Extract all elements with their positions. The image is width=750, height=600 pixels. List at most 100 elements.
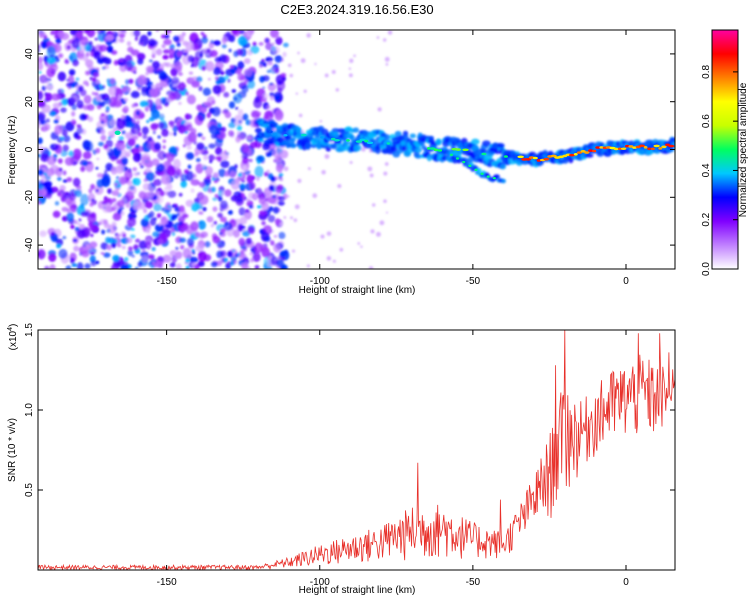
noise-blob xyxy=(185,265,190,269)
noise-blob xyxy=(219,53,227,63)
noise-blob xyxy=(332,259,336,263)
ridge-halo xyxy=(290,143,297,149)
noise-blob xyxy=(46,45,56,58)
noise-blob xyxy=(149,217,157,226)
noise-blob xyxy=(213,172,219,179)
noise-blob xyxy=(361,147,366,152)
noise-blob xyxy=(125,79,130,85)
noise-blob xyxy=(199,194,209,205)
noise-blob xyxy=(58,167,63,172)
noise-blob xyxy=(258,204,262,209)
noise-blob xyxy=(177,81,186,92)
noise-blob xyxy=(90,183,96,190)
noise-blob xyxy=(213,40,221,46)
noise-blob xyxy=(160,34,166,39)
noise-blob xyxy=(213,66,222,76)
noise-blob xyxy=(73,245,80,252)
noise-blob xyxy=(127,217,137,227)
noise-blob xyxy=(111,197,117,203)
ridge-halo xyxy=(305,143,311,150)
noise-blob xyxy=(166,182,173,191)
noise-blob xyxy=(73,132,79,139)
noise-blob xyxy=(132,200,143,211)
noise-blob xyxy=(198,211,204,215)
ridge-core xyxy=(300,133,307,137)
noise-blob xyxy=(186,94,196,105)
noise-blob xyxy=(195,244,204,252)
noise-blob xyxy=(266,69,271,73)
noise-blob xyxy=(144,201,153,209)
noise-blob xyxy=(178,192,183,197)
noise-blob xyxy=(92,77,97,82)
noise-blob xyxy=(44,265,50,269)
noise-blob xyxy=(96,173,104,178)
noise-blob xyxy=(377,107,382,112)
ridge-halo xyxy=(482,140,491,147)
ridge-core xyxy=(517,155,524,159)
ridge-core xyxy=(543,157,550,161)
noise-blob xyxy=(103,219,108,225)
noise-blob xyxy=(160,216,168,226)
ridge-core xyxy=(599,146,604,149)
noise-blob xyxy=(66,78,70,82)
noise-blob xyxy=(101,173,111,184)
noise-blob xyxy=(157,238,164,245)
noise-blob xyxy=(279,250,286,258)
noise-blob xyxy=(75,31,84,39)
noise-blob xyxy=(185,170,194,182)
noise-blob xyxy=(151,85,156,89)
noise-blob xyxy=(245,237,252,245)
noise-blob xyxy=(109,118,117,126)
noise-blob xyxy=(241,152,249,159)
x-tick-label: -100 xyxy=(310,577,330,588)
noise-blob xyxy=(266,193,270,196)
noise-blob xyxy=(80,193,90,206)
noise-blob xyxy=(298,113,303,118)
noise-blob xyxy=(88,41,93,46)
x-tick-label: 0 xyxy=(623,276,629,287)
ridge-core xyxy=(364,139,369,143)
noise-blob xyxy=(221,109,228,115)
ridge-core xyxy=(268,130,273,134)
noise-blob xyxy=(39,32,44,39)
noise-blob xyxy=(339,247,344,252)
noise-blob xyxy=(161,43,166,49)
noise-blob xyxy=(72,148,82,161)
ridge-core xyxy=(620,147,627,151)
noise-blob xyxy=(38,91,44,101)
noise-blob xyxy=(147,254,155,260)
noise-blob xyxy=(257,191,266,200)
noise-blob xyxy=(76,262,84,269)
noise-blob xyxy=(370,229,375,234)
colorbar-label: Normalized spectral amplitude xyxy=(738,82,749,217)
noise-blob xyxy=(126,40,132,47)
noise-blob xyxy=(46,167,55,177)
noise-blob xyxy=(79,56,83,61)
noise-blob xyxy=(92,149,97,155)
noise-blob xyxy=(166,153,175,162)
noise-blob xyxy=(161,207,165,212)
noise-blob xyxy=(74,220,78,225)
noise-blob xyxy=(227,209,233,215)
noise-blob xyxy=(241,262,249,269)
noise-blob xyxy=(76,100,84,109)
noise-blob xyxy=(147,190,155,199)
noise-blob xyxy=(124,257,129,262)
noise-blob xyxy=(111,263,120,269)
noise-blob xyxy=(50,30,55,36)
noise-blob xyxy=(110,166,118,175)
noise-blob xyxy=(79,46,85,54)
noise-blob xyxy=(237,108,244,116)
noise-blob xyxy=(297,178,302,184)
noise-blob xyxy=(227,250,233,258)
ridge-core xyxy=(643,146,648,149)
noise-blob xyxy=(155,98,163,107)
noise-blob xyxy=(68,82,73,86)
noise-blob xyxy=(118,176,127,186)
x-tick-label: -100 xyxy=(310,276,330,287)
noise-blob xyxy=(61,206,69,212)
noise-blob xyxy=(72,238,78,243)
noise-blob xyxy=(85,52,90,57)
noise-blob xyxy=(167,190,177,198)
noise-blob xyxy=(191,80,200,88)
